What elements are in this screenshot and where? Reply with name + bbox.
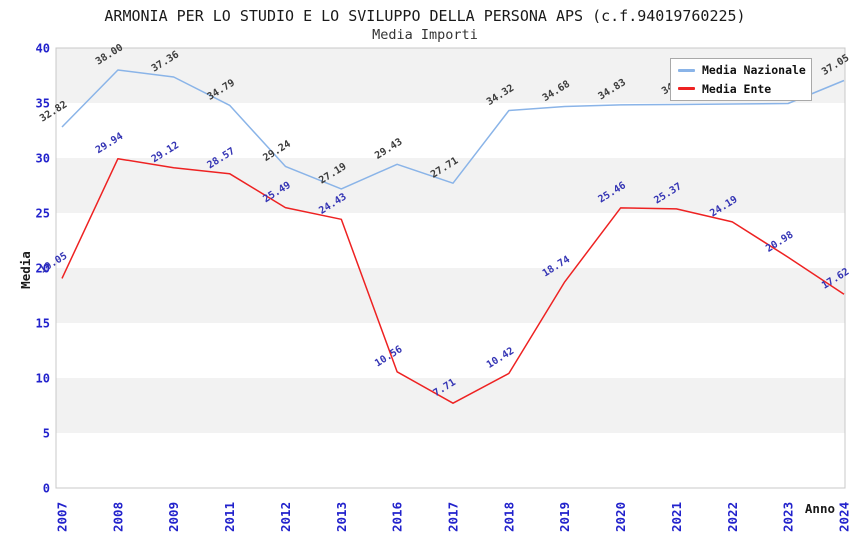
- legend-item-label: Media Nazionale: [702, 63, 806, 78]
- x-tick-label-2023: 2023: [781, 502, 796, 532]
- grid-band: [56, 158, 845, 213]
- legend-swatch-icon: [678, 68, 695, 72]
- x-tick-label-2018: 2018: [501, 502, 516, 532]
- y-tick-label: 30: [36, 152, 50, 166]
- legend-swatch-icon: [678, 87, 695, 91]
- y-tick-label: 15: [36, 317, 50, 331]
- y-tick-label: 0: [43, 482, 50, 496]
- plot-border: [55, 47, 846, 489]
- y-tick-label: 20: [36, 262, 50, 276]
- x-tick-label-2022: 2022: [725, 502, 740, 532]
- legend-item-media-ente: Media Ente: [678, 82, 811, 96]
- legend: Media Nazionale Media Ente: [670, 58, 812, 101]
- chart-title: ARMONIA PER LO STUDIO E LO SVILUPPO DELL…: [104, 7, 746, 25]
- grid-band: [56, 268, 845, 323]
- point-label: 29.43: [373, 137, 404, 162]
- x-tick-label-2017: 2017: [446, 502, 461, 532]
- x-tick-label-2021: 2021: [669, 502, 684, 532]
- legend-item-media-nazionale: Media Nazionale: [678, 63, 811, 77]
- grid-band: [56, 378, 845, 433]
- x-tick-label-2008: 2008: [110, 502, 125, 532]
- legend-item-label: Media Ente: [702, 81, 772, 96]
- x-tick-label-2019: 2019: [557, 502, 572, 532]
- y-tick-label: 40: [36, 42, 50, 56]
- x-tick-label-2013: 2013: [334, 502, 349, 532]
- x-tick-label-2007: 2007: [55, 502, 70, 532]
- y-tick-label: 10: [36, 372, 50, 386]
- y-tick-label: 25: [36, 207, 50, 221]
- x-tick-label-2009: 2009: [166, 502, 181, 532]
- y-tick-label: 35: [36, 97, 50, 111]
- x-tick-label-2011: 2011: [222, 502, 237, 532]
- x-tick-label-2016: 2016: [390, 502, 405, 532]
- series-line-media-ente: [61, 157, 845, 404]
- point-label: 10.42: [485, 346, 516, 371]
- series-line-media-nazionale: [61, 69, 845, 190]
- point-label: 20.98: [764, 229, 795, 254]
- point-label: 29.94: [94, 131, 125, 156]
- x-tick-label-2024: 2024: [837, 502, 850, 532]
- y-axis-title: Media: [18, 251, 33, 289]
- x-tick-label-2020: 2020: [613, 502, 628, 532]
- x-tick-label-2012: 2012: [278, 502, 293, 532]
- x-axis-title: Anno: [805, 501, 835, 516]
- chart-subtitle: Media Importi: [372, 27, 478, 43]
- y-tick-label: 5: [43, 427, 50, 441]
